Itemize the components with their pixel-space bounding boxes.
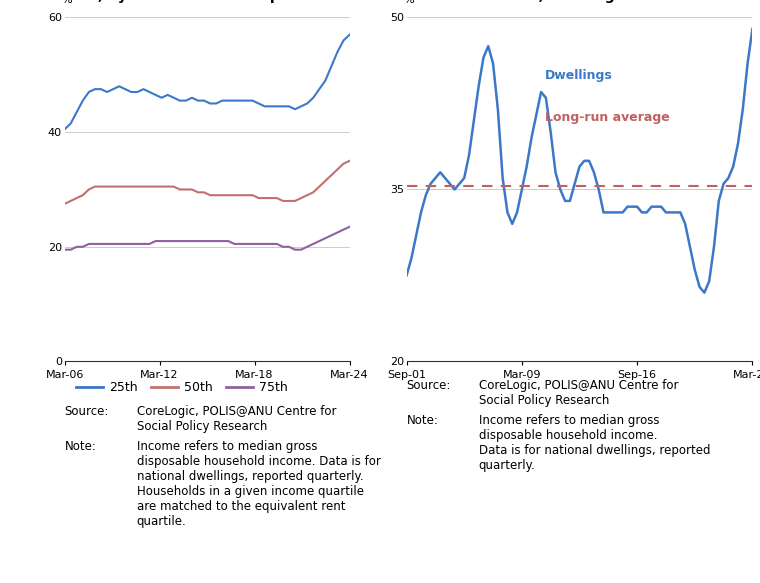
Legend: 25th, 50th, 75th: 25th, 50th, 75th (71, 377, 293, 399)
Text: Note:: Note: (65, 440, 97, 453)
Text: Income refers to median gross
disposable household income.
Data is for national : Income refers to median gross disposable… (479, 414, 711, 472)
Text: Source:: Source: (407, 379, 451, 392)
Text: Chart 4.12: Share of income to
service new loan, dwellings: Chart 4.12: Share of income to service n… (407, 0, 648, 3)
Text: Source:: Source: (65, 405, 109, 418)
Text: CoreLogic, POLIS@ANU Centre for
Social Policy Research: CoreLogic, POLIS@ANU Centre for Social P… (137, 405, 336, 433)
Text: %: % (62, 0, 72, 5)
Text: Dwellings: Dwellings (545, 69, 613, 82)
Text: %: % (403, 0, 413, 5)
Text: Note:: Note: (407, 414, 439, 427)
Text: Chart 4.11: Share of income to service
rent, by income and rent quartile: Chart 4.11: Share of income to service r… (65, 0, 367, 3)
Text: CoreLogic, POLIS@ANU Centre for
Social Policy Research: CoreLogic, POLIS@ANU Centre for Social P… (479, 379, 678, 407)
Text: Income refers to median gross
disposable household income. Data is for
national : Income refers to median gross disposable… (137, 440, 381, 528)
Text: Long-run average: Long-run average (545, 111, 670, 124)
